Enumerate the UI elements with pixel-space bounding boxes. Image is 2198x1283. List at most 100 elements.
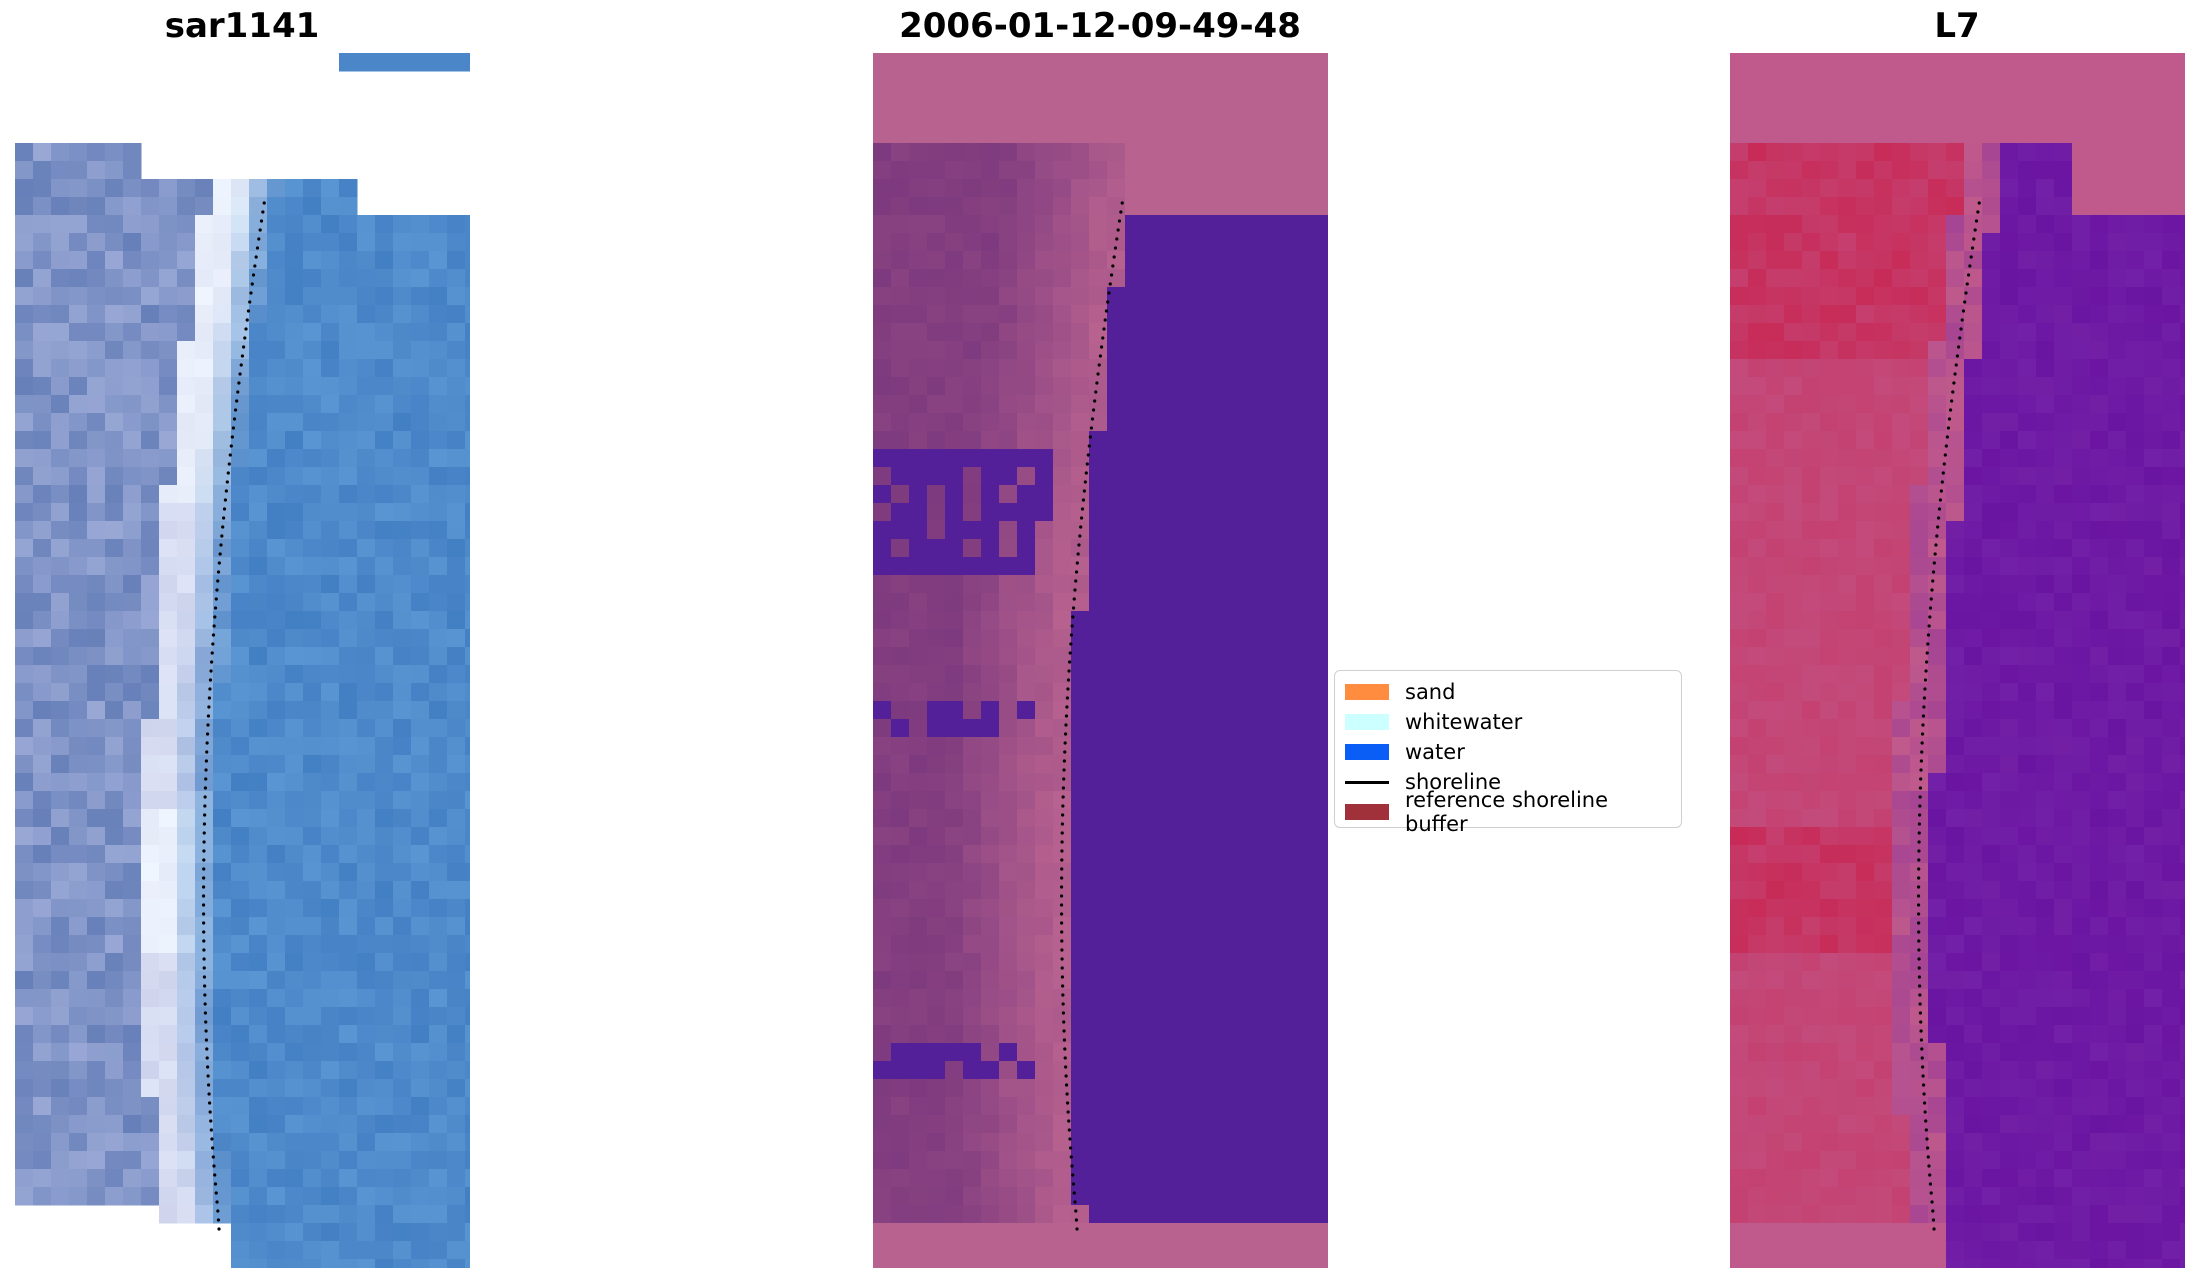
image-pixel	[447, 1241, 466, 1260]
image-pixel	[195, 575, 214, 594]
image-pixel	[1892, 971, 1911, 990]
image-pixel	[1838, 575, 1857, 594]
image-pixel	[1323, 197, 1328, 216]
image-pixel	[267, 503, 286, 522]
image-pixel	[1874, 791, 1893, 810]
image-pixel	[2090, 161, 2109, 180]
image-pixel	[963, 899, 982, 918]
image-pixel	[999, 809, 1018, 828]
image-pixel	[1197, 863, 1216, 882]
image-pixel	[141, 557, 160, 576]
image-pixel	[1305, 125, 1324, 144]
image-pixel	[141, 449, 160, 468]
shoreline-point	[213, 1182, 218, 1186]
image-pixel	[1251, 899, 1270, 918]
image-pixel	[891, 269, 910, 288]
image-pixel	[87, 251, 106, 270]
image-pixel	[2018, 557, 2037, 576]
image-pixel	[1089, 935, 1108, 954]
image-pixel	[33, 521, 52, 540]
image-pixel	[1107, 1079, 1126, 1098]
image-pixel	[195, 1043, 214, 1062]
image-pixel	[909, 557, 928, 576]
image-pixel	[51, 827, 70, 846]
image-pixel	[2036, 233, 2055, 252]
image-pixel	[2162, 773, 2181, 792]
image-pixel	[909, 431, 928, 450]
image-pixel	[1910, 1007, 1929, 1026]
image-pixel	[2180, 539, 2185, 558]
image-pixel	[465, 647, 470, 666]
image-pixel	[1874, 503, 1893, 522]
image-pixel	[393, 611, 412, 630]
image-pixel	[195, 1079, 214, 1098]
image-pixel	[1053, 989, 1072, 1008]
shoreline-point	[209, 1119, 213, 1123]
image-pixel	[1964, 863, 1983, 882]
image-pixel	[429, 1133, 448, 1152]
image-pixel	[105, 575, 124, 594]
image-pixel	[231, 359, 250, 378]
image-pixel	[1874, 341, 1893, 360]
image-pixel	[1838, 431, 1857, 450]
panel-title-rgb: sar1141	[164, 6, 320, 46]
image-pixel	[1143, 1259, 1162, 1268]
image-pixel	[963, 89, 982, 108]
image-pixel	[411, 287, 430, 306]
image-pixel	[1215, 485, 1234, 504]
image-pixel	[1233, 287, 1252, 306]
image-pixel	[1197, 179, 1216, 198]
image-pixel	[285, 539, 304, 558]
shoreline-point	[1060, 831, 1064, 835]
image-pixel	[1323, 341, 1328, 360]
image-pixel	[1874, 215, 1893, 234]
image-pixel	[2072, 593, 2091, 612]
image-pixel	[1017, 521, 1036, 540]
image-pixel	[213, 341, 232, 360]
image-pixel	[249, 305, 268, 324]
image-pixel	[909, 485, 928, 504]
image-pixel	[1784, 611, 1803, 630]
image-pixel	[1053, 215, 1072, 234]
image-pixel	[285, 719, 304, 738]
image-pixel	[1766, 1043, 1785, 1062]
image-pixel	[2018, 737, 2037, 756]
image-pixel	[51, 431, 70, 450]
image-pixel	[1035, 863, 1054, 882]
image-pixel	[873, 197, 892, 216]
image-pixel	[87, 485, 106, 504]
image-pixel	[2018, 539, 2037, 558]
image-pixel	[2018, 1025, 2037, 1044]
image-pixel	[1179, 971, 1198, 990]
image-pixel	[1838, 683, 1857, 702]
image-pixel	[1287, 377, 1306, 396]
image-pixel	[1305, 1043, 1324, 1062]
image-pixel	[249, 845, 268, 864]
image-pixel	[2144, 341, 2163, 360]
image-pixel	[1251, 1259, 1270, 1268]
shoreline-point	[1059, 885, 1064, 889]
image-pixel	[1838, 971, 1857, 990]
image-pixel	[447, 719, 466, 738]
image-pixel	[1784, 107, 1803, 126]
image-pixel	[2126, 305, 2145, 324]
image-pixel	[159, 629, 178, 648]
image-pixel	[2036, 719, 2055, 738]
image-pixel	[231, 431, 250, 450]
image-pixel	[1748, 791, 1767, 810]
image-pixel	[1089, 125, 1108, 144]
image-pixel	[1323, 1061, 1328, 1080]
image-pixel	[87, 521, 106, 540]
image-pixel	[963, 809, 982, 828]
image-pixel	[1766, 791, 1785, 810]
image-pixel	[1946, 107, 1965, 126]
image-pixel	[465, 521, 470, 540]
image-pixel	[1269, 431, 1288, 450]
image-pixel	[447, 1007, 466, 1026]
image-pixel	[339, 989, 358, 1008]
shoreline-point	[204, 1029, 208, 1033]
image-pixel	[1143, 143, 1162, 162]
image-pixel	[1838, 773, 1857, 792]
image-pixel	[267, 611, 286, 630]
image-pixel	[1287, 845, 1306, 864]
